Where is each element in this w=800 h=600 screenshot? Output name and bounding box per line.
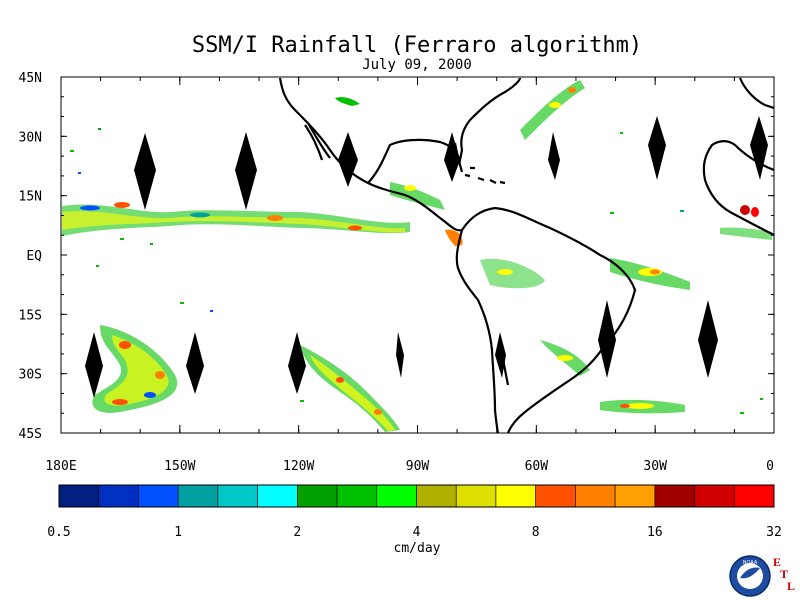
lon-label: 150W — [164, 459, 195, 474]
map-panel — [60, 76, 775, 434]
rain-africa — [720, 205, 772, 240]
gap-diamond — [598, 300, 616, 378]
lat-label: 30S — [19, 368, 42, 383]
colorbar-swatch — [58, 484, 100, 508]
lat-label: 15S — [19, 308, 42, 323]
colorbar-swatch — [694, 484, 735, 508]
gap-diamond — [648, 116, 666, 180]
colorbar-swatch — [654, 484, 695, 508]
etl-letter-e: E — [773, 555, 781, 569]
gap-diamond — [396, 332, 404, 378]
lon-label: 60W — [525, 459, 549, 474]
rain-sepacific-front — [300, 345, 400, 432]
rain-amazon — [480, 258, 545, 289]
colorbar-swatch — [177, 484, 219, 508]
map-ticks — [60, 76, 775, 434]
coast-caribbean — [464, 166, 506, 185]
rain-north-atlantic — [335, 80, 585, 140]
latitude-labels: 45N 30N 15N EQ 15S 30S 45S — [19, 71, 43, 442]
colorbar-tick-label: 2 — [293, 525, 301, 540]
colorbar-swatch — [336, 484, 378, 508]
lon-label: 180E — [45, 459, 76, 474]
colorbar-swatch — [455, 484, 497, 508]
lon-label: 0 — [766, 459, 774, 474]
rain-speckle — [70, 128, 763, 414]
gap-diamond — [288, 332, 306, 394]
colorbar-tick-labels: 0.5 1 2 4 8 16 32 — [47, 525, 782, 540]
lat-label: 45N — [19, 71, 42, 86]
gap-diamond — [85, 332, 103, 398]
colorbar-unit-label: cm/day — [394, 541, 441, 556]
colorbar-swatch — [217, 484, 258, 508]
noaa-logo: NOAA E T L — [729, 555, 795, 597]
coast-gulf — [367, 77, 522, 184]
coast-south-america — [455, 206, 637, 434]
coastlines — [278, 77, 775, 434]
colorbar-swatch — [614, 484, 656, 508]
colorbar-swatches — [58, 484, 775, 508]
longitude-labels: 180E 150W 120W 90W 60W 30W 0 — [45, 459, 774, 474]
coast-iberia — [738, 77, 775, 110]
rain-itcz-pacific — [62, 202, 410, 236]
colorbar-swatch — [535, 484, 576, 508]
rain-spcz — [92, 325, 178, 413]
colorbar: 0.5 1 2 4 8 16 32 cm/day — [47, 484, 782, 556]
colorbar-tick-label: 4 — [413, 525, 421, 540]
gap-diamond — [186, 332, 204, 394]
colorbar-swatch — [297, 484, 338, 508]
gap-diamond — [750, 116, 768, 180]
gap-diamond — [134, 133, 156, 210]
colorbar-tick-label: 0.5 — [47, 525, 70, 540]
gap-diamond — [548, 132, 560, 180]
coast-west-africa — [702, 140, 775, 236]
lat-label: 45S — [19, 427, 42, 442]
etl-letter-l: L — [787, 579, 795, 593]
colorbar-swatch — [416, 484, 457, 508]
colorbar-tick-label: 1 — [174, 525, 182, 540]
gap-diamond — [235, 132, 257, 210]
gap-diamond — [495, 332, 506, 378]
rain-south-atlantic — [540, 258, 690, 414]
colorbar-swatch — [495, 484, 536, 508]
gap-diamond — [444, 132, 460, 182]
colorbar-tick-label: 8 — [532, 525, 540, 540]
gap-diamond — [698, 300, 718, 378]
lon-label: 120W — [283, 459, 314, 474]
lat-label: EQ — [26, 249, 42, 264]
lat-label: 30N — [19, 130, 42, 145]
coast-baja — [304, 122, 331, 161]
map-title: SSM/I Rainfall (Ferraro algorithm) — [192, 33, 642, 58]
lat-label: 15N — [19, 190, 42, 205]
missing-data-swaths — [85, 116, 768, 398]
colorbar-swatch — [257, 484, 298, 508]
lon-label: 90W — [406, 459, 430, 474]
lon-label: 30W — [643, 459, 667, 474]
colorbar-swatch — [138, 484, 179, 508]
colorbar-tick-label: 16 — [647, 525, 663, 540]
rainfall-field — [62, 80, 772, 432]
etl-letter-t: T — [780, 567, 788, 581]
colorbar-tick-label: 32 — [766, 525, 782, 540]
map-date: July 09, 2000 — [362, 57, 472, 73]
noaa-logo-text: NOAA — [743, 560, 758, 566]
colorbar-swatch — [575, 484, 616, 508]
colorbar-frame — [58, 484, 775, 508]
colorbar-swatch — [376, 484, 417, 508]
colorbar-swatch — [733, 484, 775, 508]
colorbar-swatch — [98, 484, 139, 508]
gap-diamond — [338, 132, 358, 187]
